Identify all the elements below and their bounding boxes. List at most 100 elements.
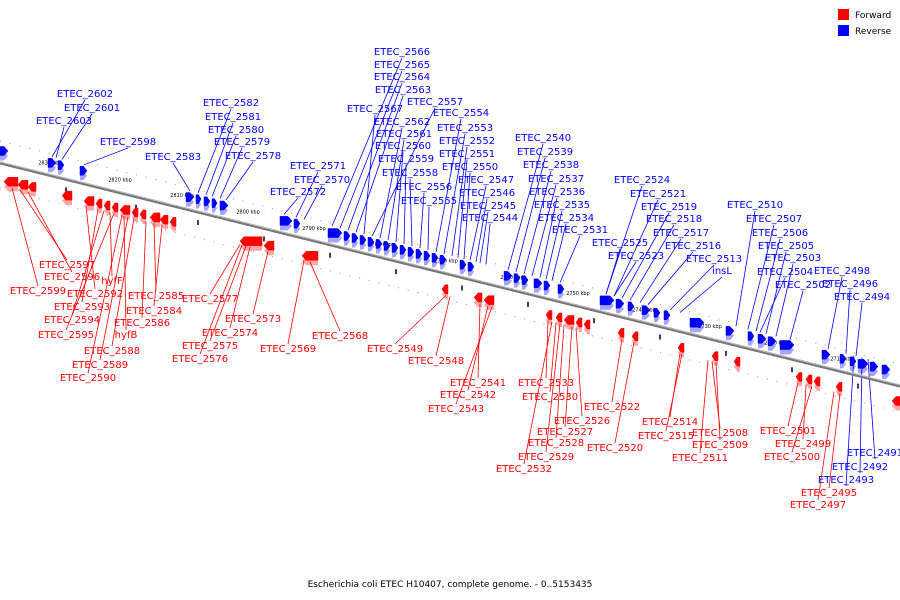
label-connector [679,276,723,313]
gene-label: ETEC_2574 [202,328,258,339]
label-connector [523,170,552,274]
gene-labels: ETEC_2602 ETEC_2601 ETEC_2603 ETEC_2598 ETEC… [10,47,900,511]
forward-gene [95,198,103,209]
genome-caption: Escherichia coli ETEC H10407, complete g… [308,580,593,590]
gene-label: ETEC_2535 [534,200,590,211]
label-connector [629,224,675,301]
reverse-gene [195,194,202,204]
gene-shadow [474,297,482,307]
legend: Forward Reverse [838,9,892,37]
reverse-gene [375,239,383,249]
forward-gene [159,214,169,225]
forward-gene [813,376,821,387]
gene-label: ETEC_2519 [641,202,697,213]
gene-label: ETEC_2586 [114,318,170,329]
label-connector [775,263,794,337]
label-connector [435,296,451,357]
label-connector [555,324,565,439]
gene-shadow [806,379,812,389]
gene-shadow [4,182,18,192]
gene-shadow [584,324,590,334]
reverse-gene [767,336,777,347]
label-connector [99,216,129,361]
gene-shadow [368,242,374,252]
reverse-gene [415,249,423,259]
label-connector [309,261,341,332]
axis-tick-label: 2750 kbp [566,291,590,297]
gene-label: ETEC_2567 [347,104,403,115]
reverse-gene [383,241,391,251]
reverse-gene [881,364,891,375]
gene-label: ETEC_2553 [437,123,493,134]
gene-shadow [150,217,160,227]
reverse-gene [203,196,211,207]
label-connector [699,360,709,454]
gene-label: ETEC_2509 [692,440,748,451]
gene-label: ETEC_2603 [36,116,92,127]
reverse-gene [0,146,9,156]
gene-label: ETEC_2500 [764,452,820,463]
gene-label: ETEC_2505 [758,241,814,252]
label-connector [463,172,471,259]
gene-shadow [186,197,194,207]
gene-shadow [96,204,102,214]
gene-shadow [870,367,878,377]
reverse-gene [663,310,671,321]
gene-shadow [84,201,94,211]
gene-shadow [220,206,228,216]
reverse-gene [533,278,543,289]
label-connector [457,159,468,258]
gene-label: ETEC_2580 [208,125,264,136]
gene-label: ETEC_2572 [270,187,326,198]
label-connector [419,192,425,249]
label-connector [395,151,404,243]
label-connector [715,362,721,441]
label-connector [467,305,489,391]
label-connector [817,391,835,501]
reverse-gene [391,243,399,253]
label-connector [355,95,404,233]
gene-shadow [734,362,740,372]
gene-label: ETEC_2564 [374,72,430,83]
reverse-gene [689,317,705,328]
label-connector [564,326,573,428]
gene-shadow [432,258,438,268]
gene-shadow [48,163,56,173]
reverse-gene [599,295,615,306]
label-connector [855,302,863,357]
forward-gene [119,205,131,215]
gene-label: ETEC_2543 [428,404,484,415]
gene-label: ETEC_2513 [686,254,742,265]
reverse-gene [641,305,651,315]
gene-shadow [632,336,638,346]
gene-shadow [132,212,138,222]
axis-tick-label: 2790 kbp [302,226,326,232]
gene-label: ETEC_2538 [523,160,579,171]
gene-label: ETEC_2492 [832,462,888,473]
forward-gene [631,331,639,342]
gene-shadow [392,248,398,258]
gene-label: ETEC_2560 [375,141,431,152]
forward-gene [61,190,73,201]
label-connector [621,212,670,299]
label-connector [451,146,468,257]
gene-shadow [416,254,422,264]
gene-label: ETEC_2501 [760,426,816,437]
reverse-gene [849,356,857,367]
forward-gene [617,328,625,338]
axis-tick-label: 2760 kbp [500,275,524,281]
reverse-gene [279,216,293,226]
reverse-gene [869,361,879,372]
label-connector [531,184,557,276]
gene-label: ETEC_2551 [439,149,495,160]
gene-label: ETEC_2499 [775,439,831,450]
label-connector [65,213,115,331]
gene-shadow [726,331,734,341]
gene-shadow [544,286,550,296]
forward-gene [563,315,575,325]
gene-shadow [882,370,890,380]
gene-label: ETEC_2528 [528,438,584,449]
forward-gene [139,209,147,220]
gene-shadow [442,289,448,299]
gene-label: ETEC_2563 [375,85,431,96]
